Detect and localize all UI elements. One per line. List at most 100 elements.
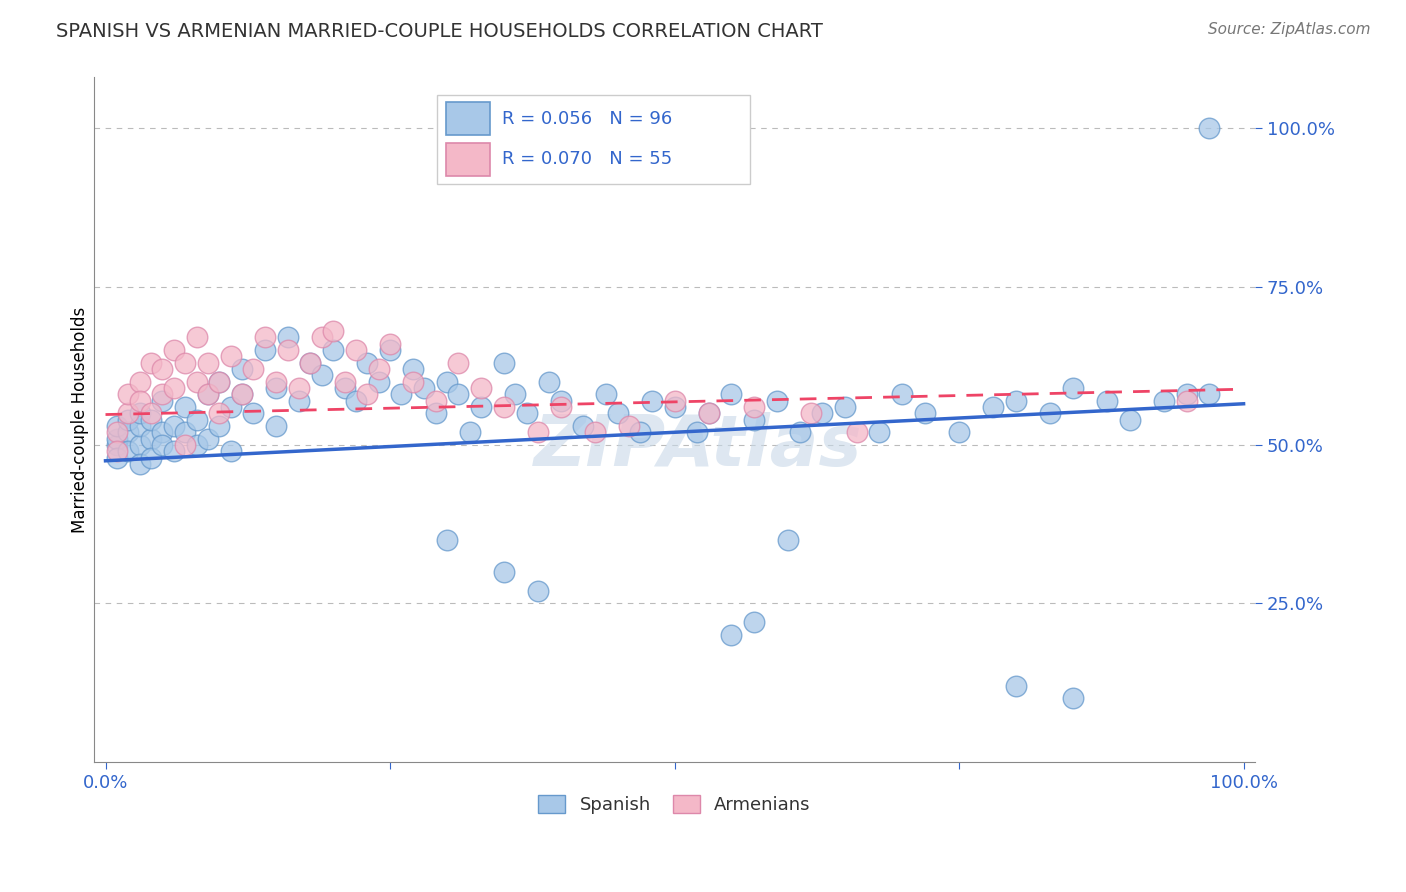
Point bbox=[253, 343, 276, 357]
Point bbox=[128, 419, 150, 434]
Point bbox=[152, 393, 174, 408]
Point bbox=[356, 387, 378, 401]
Point bbox=[344, 343, 367, 357]
Legend: Spanish, Armenians: Spanish, Armenians bbox=[538, 795, 811, 814]
Point bbox=[606, 406, 628, 420]
Point bbox=[492, 565, 515, 579]
Point bbox=[152, 362, 174, 376]
Point bbox=[117, 406, 139, 420]
Point bbox=[231, 387, 253, 401]
Point bbox=[105, 438, 128, 452]
Point bbox=[219, 444, 242, 458]
Point bbox=[128, 406, 150, 420]
Point bbox=[664, 393, 686, 408]
Text: ZIPAtlas: ZIPAtlas bbox=[533, 412, 862, 482]
Point bbox=[152, 438, 174, 452]
Point bbox=[720, 121, 742, 136]
Point bbox=[868, 425, 890, 440]
Point bbox=[834, 400, 856, 414]
Point bbox=[311, 330, 333, 344]
Point bbox=[152, 387, 174, 401]
Point bbox=[458, 425, 481, 440]
Point bbox=[583, 425, 606, 440]
Point bbox=[105, 419, 128, 434]
Point bbox=[1062, 381, 1084, 395]
Point bbox=[800, 406, 823, 420]
Point bbox=[174, 400, 197, 414]
Point bbox=[186, 375, 208, 389]
Point bbox=[344, 393, 367, 408]
Point bbox=[1119, 412, 1142, 426]
Point bbox=[378, 336, 401, 351]
Point bbox=[197, 432, 219, 446]
Point bbox=[550, 400, 572, 414]
Point bbox=[231, 387, 253, 401]
Point bbox=[163, 381, 186, 395]
Point bbox=[492, 355, 515, 369]
Point bbox=[447, 387, 470, 401]
Point bbox=[253, 330, 276, 344]
Point bbox=[128, 393, 150, 408]
Point bbox=[186, 438, 208, 452]
Point bbox=[128, 375, 150, 389]
Point bbox=[356, 355, 378, 369]
Point bbox=[105, 425, 128, 440]
Point bbox=[322, 343, 344, 357]
Point bbox=[163, 419, 186, 434]
Point bbox=[105, 444, 128, 458]
Point bbox=[516, 406, 538, 420]
Point bbox=[231, 362, 253, 376]
Point bbox=[389, 387, 412, 401]
Point bbox=[186, 330, 208, 344]
Point bbox=[264, 419, 287, 434]
Point bbox=[174, 425, 197, 440]
Point bbox=[413, 381, 436, 395]
Point bbox=[914, 406, 936, 420]
Point bbox=[402, 375, 425, 389]
Point bbox=[242, 362, 264, 376]
Point bbox=[219, 349, 242, 363]
Point bbox=[628, 425, 651, 440]
Point bbox=[436, 375, 458, 389]
Point bbox=[527, 583, 550, 598]
Point bbox=[742, 412, 765, 426]
Point bbox=[1175, 387, 1198, 401]
Point bbox=[186, 412, 208, 426]
Point bbox=[1153, 393, 1175, 408]
Point bbox=[981, 400, 1004, 414]
Point bbox=[139, 412, 162, 426]
Point bbox=[219, 400, 242, 414]
Point bbox=[333, 375, 356, 389]
Point bbox=[139, 406, 162, 420]
Point bbox=[1039, 406, 1062, 420]
Point bbox=[288, 393, 311, 408]
Point bbox=[1198, 121, 1220, 136]
Point bbox=[299, 355, 322, 369]
Point bbox=[322, 324, 344, 338]
Point bbox=[208, 419, 231, 434]
Text: SPANISH VS ARMENIAN MARRIED-COUPLE HOUSEHOLDS CORRELATION CHART: SPANISH VS ARMENIAN MARRIED-COUPLE HOUSE… bbox=[56, 22, 823, 41]
Point bbox=[1175, 393, 1198, 408]
Text: Source: ZipAtlas.com: Source: ZipAtlas.com bbox=[1208, 22, 1371, 37]
Point bbox=[538, 375, 561, 389]
Point bbox=[845, 425, 868, 440]
Point bbox=[492, 400, 515, 414]
Point bbox=[1095, 393, 1118, 408]
Point bbox=[264, 375, 287, 389]
Point bbox=[208, 375, 231, 389]
Point bbox=[550, 393, 572, 408]
Point bbox=[641, 393, 664, 408]
Point bbox=[139, 450, 162, 465]
Y-axis label: Married-couple Households: Married-couple Households bbox=[72, 307, 89, 533]
Point bbox=[333, 381, 356, 395]
Point bbox=[425, 393, 447, 408]
Point bbox=[197, 387, 219, 401]
Point bbox=[197, 355, 219, 369]
Point bbox=[470, 381, 492, 395]
Point bbox=[117, 412, 139, 426]
Point bbox=[163, 444, 186, 458]
Point bbox=[117, 425, 139, 440]
Point bbox=[105, 450, 128, 465]
Point bbox=[242, 406, 264, 420]
Point bbox=[766, 393, 789, 408]
